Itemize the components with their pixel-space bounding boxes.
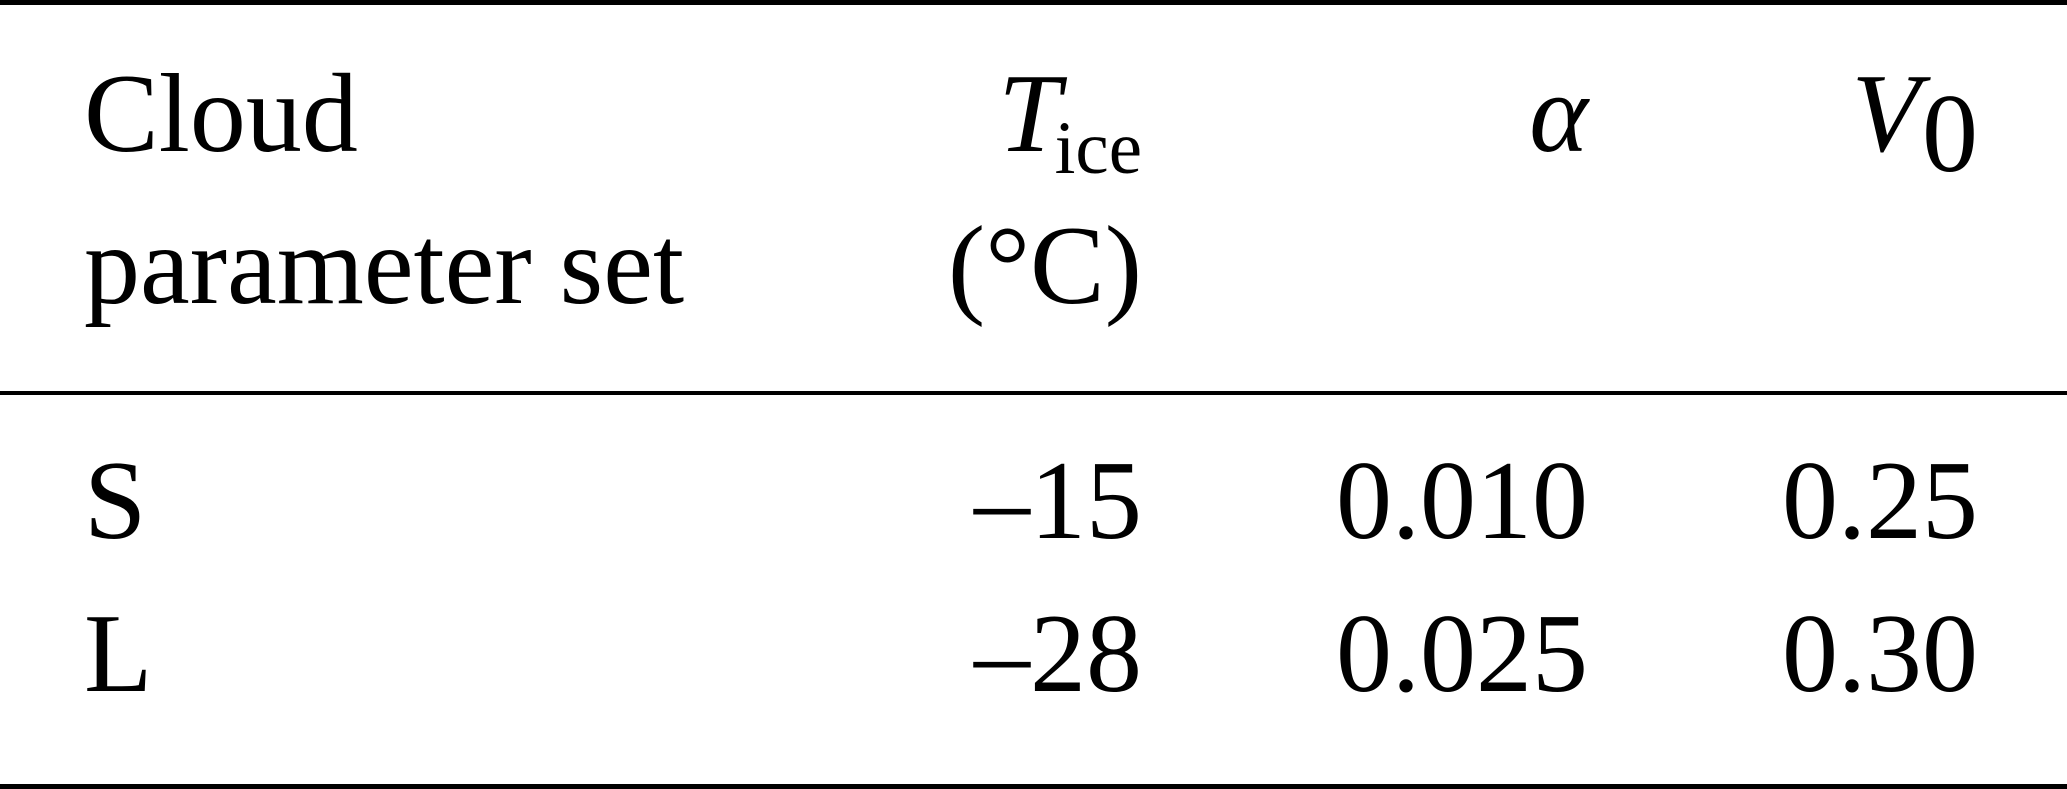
header-v0: V0	[1852, 58, 1978, 190]
header-param-set-line2: parameter set	[84, 204, 685, 328]
header-tice-subscript: ice	[1054, 107, 1142, 190]
row-l-v0: 0.30	[1782, 592, 1978, 716]
row-l-alpha: 0.025	[1336, 592, 1588, 716]
header-alpha: α	[1529, 52, 1588, 176]
row-s-set: S	[84, 439, 147, 563]
header-tice-unit: (°C)	[947, 204, 1142, 328]
header-v0-symbol: V	[1851, 52, 1920, 176]
row-s-tice: –15	[974, 439, 1142, 563]
table-top-rule	[0, 0, 2067, 5]
row-l-set: L	[84, 592, 153, 716]
header-tice: Tice	[998, 58, 1142, 186]
row-s-alpha: 0.010	[1336, 439, 1588, 563]
header-param-set-line1: Cloud	[84, 52, 358, 176]
header-tice-symbol: T	[998, 52, 1061, 176]
header-v0-subscript: 0	[1922, 72, 1978, 196]
table-bottom-rule	[0, 784, 2067, 789]
table-header-rule	[0, 391, 2067, 395]
row-s-v0: 0.25	[1782, 439, 1978, 563]
row-l-tice: –28	[974, 592, 1142, 716]
